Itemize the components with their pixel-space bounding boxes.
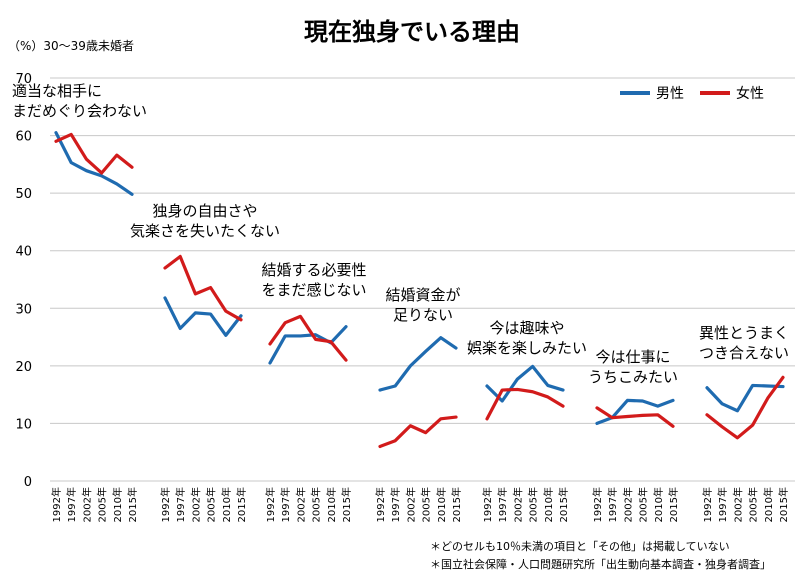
group-labels: 適当な相手にまだめぐり会わない独身の自由さや気楽さを失いたくない結婚する必要性を… — [12, 82, 789, 386]
y-tick-label: 60 — [15, 130, 32, 145]
y-tick-label: 30 — [15, 302, 32, 317]
legend-label-female: 女性 — [736, 85, 764, 102]
x-tick-label: 2005年 — [96, 487, 109, 522]
legend: 男性 女性 — [620, 85, 764, 102]
x-tick-label: 2005年 — [527, 487, 540, 522]
x-tick-label: 1992年 — [374, 487, 387, 522]
x-tick-label: 1992年 — [591, 487, 604, 522]
footnote-1: ＊どのセルも10％未満の項目と「その他」は掲載していない — [430, 539, 730, 553]
group-label: 適当な相手に — [12, 82, 102, 100]
x-tick-label: 2002年 — [189, 487, 202, 522]
x-tick-label: 1992年 — [50, 487, 63, 522]
x-tick-label: 2010年 — [542, 487, 555, 522]
x-tick-label: 1997年 — [389, 487, 402, 522]
x-tick-label: 2005年 — [420, 487, 433, 522]
series-line-male-group-2 — [163, 296, 243, 337]
x-tick-label: 2005年 — [637, 487, 650, 522]
x-tick-label: 2015年 — [557, 487, 570, 522]
legend-label-male: 男性 — [656, 86, 684, 102]
x-tick-label: 2015年 — [235, 487, 248, 522]
x-tick-label: 2010年 — [762, 487, 775, 522]
x-tick-label: 2002年 — [294, 487, 307, 522]
group-label: つき合えない — [699, 344, 789, 362]
group-label: うちこみたい — [588, 368, 678, 386]
group-label: 結婚資金が — [385, 286, 460, 304]
x-tick-label: 2005年 — [747, 487, 760, 522]
series-line-female-group-6 — [595, 406, 675, 428]
series-line-female-group-7 — [705, 375, 785, 440]
grid — [50, 77, 795, 482]
series-line-female-group-5 — [485, 387, 565, 421]
unit-label: （%）30～39歳未婚者 — [8, 39, 134, 53]
x-tick-label: 1992年 — [701, 487, 714, 522]
series-lines — [54, 131, 785, 449]
group-label: 今は趣味や — [489, 319, 564, 337]
x-tick-label: 2005年 — [310, 487, 323, 522]
x-tick-label: 2002年 — [621, 487, 634, 522]
group-label: まだめぐり会わない — [12, 102, 147, 120]
x-tick-label: 2015年 — [667, 487, 680, 522]
series-line-male-group-4 — [378, 336, 458, 392]
x-tick-label: 1992年 — [264, 487, 277, 522]
x-tick-label: 2015年 — [450, 487, 463, 522]
series-line-female-group-3 — [268, 314, 348, 362]
y-tick-label: 0 — [24, 475, 32, 490]
x-tick-label: 2010年 — [220, 487, 233, 522]
x-tick-label: 2010年 — [111, 487, 124, 522]
series-line-male-group-6 — [595, 398, 675, 426]
y-tick-label: 50 — [15, 187, 32, 202]
x-tick-label: 2010年 — [435, 487, 448, 522]
x-tick-label: 2005年 — [205, 487, 218, 522]
y-tick-label: 20 — [15, 360, 32, 375]
series-line-female-group-2 — [163, 254, 243, 322]
x-tick-label: 1997年 — [65, 487, 78, 522]
group-label: 娯楽を楽しみたい — [467, 339, 587, 357]
x-tick-label: 2010年 — [325, 487, 338, 522]
series-line-male-group-5 — [485, 364, 565, 403]
x-tick-label: 2010年 — [652, 487, 665, 522]
footnote-2: ＊国立社会保障・人口問題研究所「出生動向基本調査・独身者調査」 — [430, 557, 771, 571]
x-tick-labels: 1992年 1997年 2002年 2005年 2010年 2015年 1992年 1997年… — [50, 487, 790, 522]
x-tick-label: 2002年 — [80, 487, 93, 522]
x-tick-label: 2015年 — [777, 487, 790, 522]
y-tick-label: 10 — [15, 417, 32, 432]
x-tick-label: 2002年 — [404, 487, 417, 522]
x-tick-label: 2015年 — [340, 487, 353, 522]
x-tick-label: 2002年 — [731, 487, 744, 522]
x-tick-label: 1997年 — [606, 487, 619, 522]
x-tick-label: 1992年 — [159, 487, 172, 522]
series-line-female-group-4 — [378, 415, 458, 449]
series-line-male-group-3 — [268, 325, 348, 365]
group-label: をまだ感じない — [261, 281, 366, 299]
series-line-female-group-1 — [54, 132, 134, 175]
x-tick-label: 1997年 — [174, 487, 187, 522]
x-tick-label: 1997年 — [279, 487, 292, 522]
group-label: 異性とうまく — [699, 324, 789, 342]
group-label: 今は仕事に — [595, 348, 670, 366]
x-tick-label: 1992年 — [481, 487, 494, 522]
group-label: 足りない — [393, 306, 453, 324]
y-tick-label: 70 — [15, 72, 32, 87]
group-label: 結婚する必要性 — [261, 261, 366, 279]
y-tick-labels: 0 10 20 30 40 50 60 70 — [15, 72, 32, 490]
x-tick-label: 2002年 — [511, 487, 524, 522]
group-label: 独身の自由さや — [152, 202, 257, 220]
series-line-male-group-1 — [54, 131, 134, 196]
group-label: 気楽さを失いたくない — [130, 222, 280, 240]
x-tick-label: 2015年 — [126, 487, 139, 522]
x-tick-label: 1997年 — [716, 487, 729, 522]
series-line-male-group-7 — [705, 383, 785, 413]
chart-title: 現在独身でいる理由 — [304, 18, 520, 46]
x-tick-label: 1997年 — [496, 487, 509, 522]
y-tick-label: 40 — [15, 245, 32, 260]
